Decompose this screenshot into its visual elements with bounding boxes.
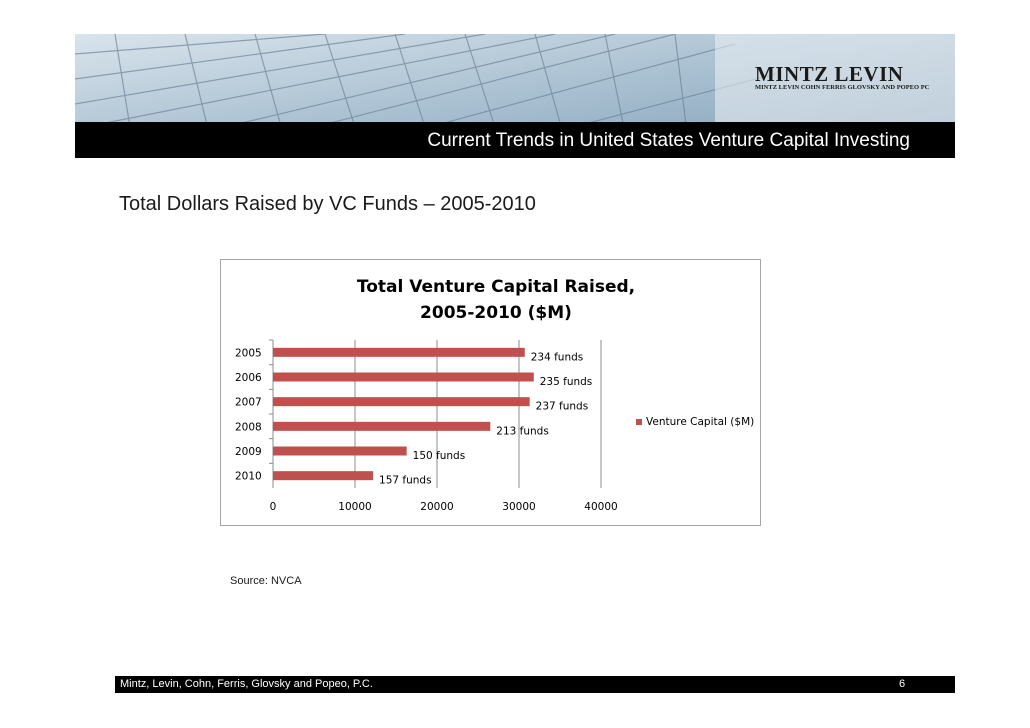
- category-label-2008: 2008: [235, 421, 262, 433]
- chart-title-line-1: Total Venture Capital Raised,: [357, 277, 635, 297]
- data-label-2010: 157 funds: [379, 475, 432, 487]
- footer-bar: [115, 676, 955, 693]
- category-label-2007: 2007: [235, 397, 262, 409]
- chart-frame: Total Venture Capital Raised, 2005-2010 …: [220, 259, 761, 526]
- x-tick-label: 0: [270, 501, 277, 513]
- title-strip: [75, 122, 955, 158]
- slide-heading: Total Dollars Raised by VC Funds – 2005-…: [119, 193, 536, 215]
- footer-firm-name: Mintz, Levin, Cohn, Ferris, Glovsky and …: [120, 678, 373, 690]
- x-tick-label: 20000: [420, 501, 453, 513]
- data-label-2008: 213 funds: [496, 425, 549, 437]
- bar-2007: [273, 397, 530, 407]
- presentation-title: Current Trends in United States Venture …: [427, 130, 910, 151]
- bar-chart: Total Venture Capital Raised, 2005-2010 …: [235, 277, 754, 513]
- firm-logo-subtitle: MINTZ LEVIN COHN FERRIS GLOVSKY AND POPE…: [755, 84, 930, 91]
- data-label-2006: 235 funds: [540, 376, 593, 388]
- data-label-2007: 237 funds: [536, 401, 589, 413]
- category-label-2005: 2005: [235, 347, 262, 359]
- bar-2006: [273, 372, 534, 382]
- legend-label: Venture Capital ($M): [646, 416, 754, 428]
- header-banner: MINTZ LEVIN MINTZ LEVIN COHN FERRIS GLOV…: [75, 34, 955, 158]
- data-label-2005: 234 funds: [531, 351, 584, 363]
- source-note: Source: NVCA: [230, 575, 302, 587]
- x-tick-label: 30000: [502, 501, 535, 513]
- bar-2010: [273, 471, 374, 481]
- bar-2009: [273, 446, 407, 456]
- category-label-2006: 2006: [235, 372, 262, 384]
- data-label-2009: 150 funds: [413, 450, 466, 462]
- chart-title-line-2: 2005-2010 ($M): [420, 303, 572, 323]
- page-number: 6: [899, 678, 906, 690]
- category-label-2009: 2009: [235, 446, 262, 458]
- firm-logo: MINTZ LEVIN: [755, 62, 904, 86]
- legend-swatch: [636, 419, 642, 425]
- bar-2005: [273, 347, 525, 357]
- category-label-2010: 2010: [235, 471, 262, 483]
- x-tick-label: 40000: [584, 501, 617, 513]
- bar-2008: [273, 421, 491, 431]
- x-tick-label: 10000: [338, 501, 371, 513]
